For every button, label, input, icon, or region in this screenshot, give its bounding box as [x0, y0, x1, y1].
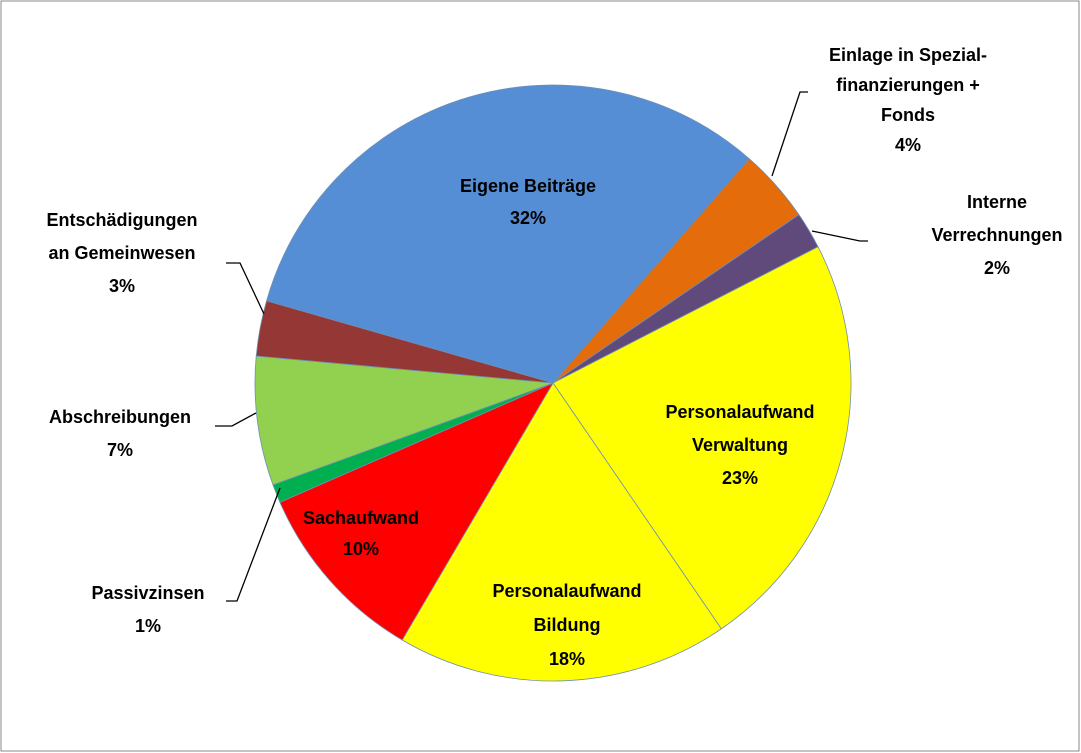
leader-line — [771, 91, 808, 177]
value-label: 10% — [343, 539, 379, 559]
value-label: 4% — [895, 135, 921, 155]
value-label: 1% — [135, 616, 161, 636]
pie-slice — [255, 300, 554, 384]
slice-label: Einlage in Spezial- — [829, 45, 987, 65]
slice-label: Sachaufwand — [303, 508, 419, 528]
leader-line — [811, 230, 868, 242]
slice-label: Abschreibungen — [49, 407, 191, 427]
value-label: 3% — [109, 276, 135, 296]
slice-label: Interne — [967, 192, 1027, 212]
value-label: 2% — [984, 258, 1010, 278]
slice-label: Personalaufwand — [665, 402, 814, 422]
value-label: 23% — [722, 468, 758, 488]
leader-line — [226, 487, 281, 602]
slice-label: Personalaufwand — [492, 581, 641, 601]
slice-label: Verrechnungen — [931, 225, 1062, 245]
value-label: 18% — [549, 649, 585, 669]
value-label: 32% — [510, 208, 546, 228]
slice-label: an Gemeinwesen — [48, 243, 195, 263]
leader-line — [215, 412, 257, 427]
slice-label: Passivzinsen — [91, 583, 204, 603]
value-label: 7% — [107, 440, 133, 460]
pie-slice — [552, 246, 852, 630]
slice-label: Verwaltung — [692, 435, 788, 455]
pie-slice — [266, 84, 750, 384]
slice-label: Entschädigungen — [46, 210, 197, 230]
slice-label: Bildung — [534, 615, 601, 635]
slice-label: Eigene Beiträge — [460, 176, 596, 196]
pie-slice — [254, 355, 554, 486]
pie-slice — [401, 382, 722, 682]
leader-line — [226, 262, 265, 315]
slice-label: finanzierungen + — [836, 75, 980, 95]
pie-slice — [279, 382, 554, 641]
slice-label: Fonds — [881, 105, 935, 125]
